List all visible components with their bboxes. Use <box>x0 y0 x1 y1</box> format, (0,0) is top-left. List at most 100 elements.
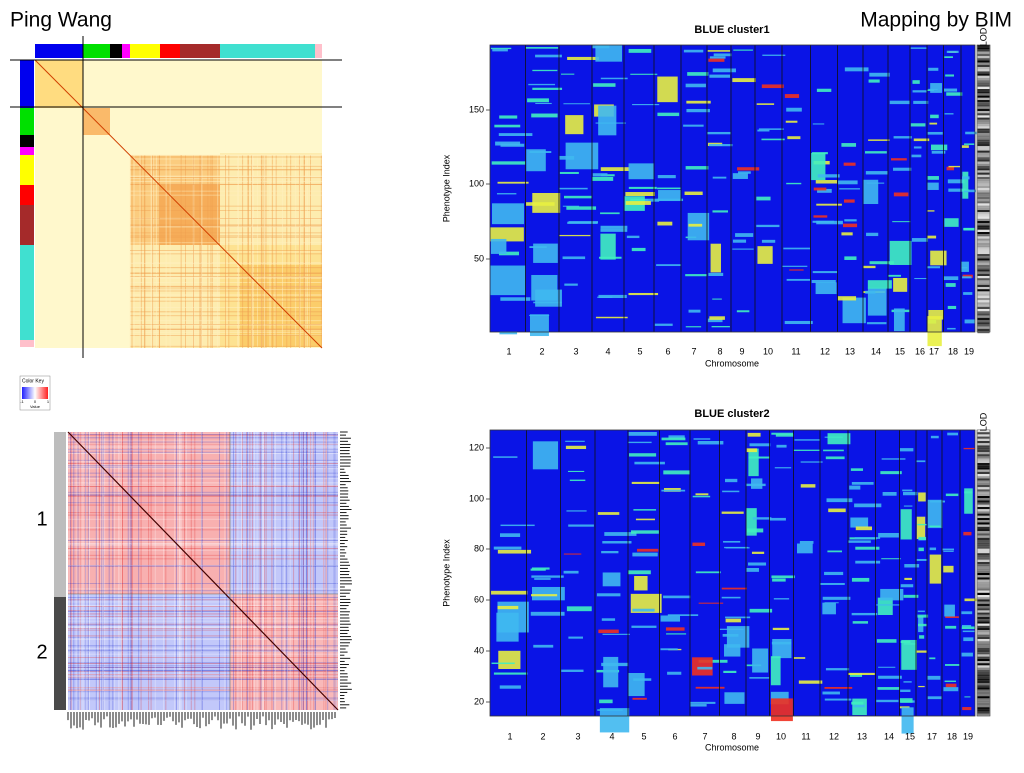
lod-band <box>977 463 990 466</box>
lod-band <box>977 689 990 692</box>
lod-streak <box>686 108 710 113</box>
lod-streak <box>880 588 904 601</box>
x-tick-label: 2 <box>539 346 544 356</box>
x-tick-label: 9 <box>755 731 760 741</box>
lod-streak <box>844 67 869 72</box>
lod-band <box>977 467 990 470</box>
lod-streak <box>928 67 939 71</box>
lod-streak <box>948 165 961 168</box>
x-tick-label: 14 <box>871 346 881 356</box>
lod-band <box>977 137 990 140</box>
x-tick-label: 19 <box>964 346 974 356</box>
lod-band <box>977 203 990 206</box>
lod-band <box>977 331 990 334</box>
lod-streak <box>631 481 660 484</box>
lod-band <box>977 441 990 444</box>
lod-streak <box>751 478 763 489</box>
lod-streak <box>962 276 972 279</box>
lod-streak <box>725 618 742 623</box>
lod-streak <box>851 701 864 705</box>
lod-band <box>977 104 990 107</box>
lod-streak <box>721 587 747 590</box>
lod-band <box>977 493 990 496</box>
lod-band <box>977 592 990 595</box>
correlation-heatmap: 12 <box>36 431 352 730</box>
lod-streak <box>601 550 619 554</box>
lod-band <box>977 172 990 175</box>
author: Ping Wang <box>10 9 112 32</box>
color-bar <box>160 44 180 58</box>
lod-band <box>977 507 990 510</box>
lod-streak <box>746 508 757 536</box>
color-bar <box>315 44 322 58</box>
lod-streak <box>713 53 732 57</box>
lod-streak <box>600 212 620 215</box>
lod-streak <box>498 251 520 256</box>
lod-streak <box>665 627 685 631</box>
x-tick-label: 16 <box>915 346 925 356</box>
lod-streak <box>843 162 856 166</box>
lod-streak <box>869 72 890 77</box>
lod-streak <box>531 586 565 601</box>
lod-streak <box>927 316 942 347</box>
lod-streak <box>712 210 729 213</box>
x-tick-label: 4 <box>609 731 614 741</box>
lod-band <box>977 144 990 147</box>
panel-title: BLUE cluster2 <box>694 408 769 420</box>
lod-band <box>977 300 990 303</box>
lod-streak <box>913 138 930 142</box>
slide-heading: Mapping by BIM <box>860 9 1012 32</box>
lod-streak <box>816 88 832 92</box>
lod-streak <box>962 176 970 180</box>
lod-streak <box>560 73 575 75</box>
lod-streak <box>749 677 770 679</box>
lod-band <box>977 625 990 628</box>
lod-band <box>977 678 990 681</box>
lod-streak <box>598 105 617 136</box>
lod-band <box>977 133 990 136</box>
lod-streak <box>929 657 936 660</box>
lod-streak <box>721 511 744 514</box>
lod-streak <box>600 228 628 232</box>
lod-streak <box>748 448 759 477</box>
lod-streak <box>868 139 890 141</box>
lod-band <box>977 82 990 85</box>
lod-band <box>977 513 990 516</box>
lod-streak <box>761 138 785 141</box>
lod-band <box>977 150 990 153</box>
cluster-heatmap <box>10 36 342 358</box>
lod-streak <box>854 537 881 539</box>
lod-band <box>977 157 990 160</box>
lod-band <box>977 438 990 441</box>
lod-streak <box>600 233 616 260</box>
lod-band <box>977 630 990 633</box>
lod-streak <box>854 503 882 508</box>
lod-band <box>977 480 990 483</box>
y-tick-label: 120 <box>469 442 484 452</box>
lod-streak <box>628 672 645 697</box>
lod-streak <box>563 553 582 555</box>
x-tick-label: 15 <box>905 731 915 741</box>
x-tick-label: 7 <box>691 346 696 356</box>
lod-band <box>977 289 990 292</box>
lod-streak <box>876 699 899 703</box>
lod-streak <box>602 633 630 635</box>
lod-band <box>977 62 990 65</box>
lod-streak <box>963 637 974 642</box>
lod-band <box>977 60 990 63</box>
lod-band <box>977 276 990 279</box>
color-bar <box>180 44 220 58</box>
lod-band <box>977 469 990 472</box>
lod-streak <box>532 192 561 213</box>
lod-streak <box>904 564 920 568</box>
lod-streak <box>593 83 616 87</box>
lod-band <box>977 218 990 221</box>
lod-band <box>977 680 990 683</box>
lod-band <box>977 273 990 276</box>
lod-streak <box>772 627 790 631</box>
color-bar <box>20 205 34 245</box>
lod-band <box>977 650 990 653</box>
lod-streak <box>491 662 515 665</box>
lod-band <box>977 643 990 646</box>
lod-streak <box>930 500 945 503</box>
